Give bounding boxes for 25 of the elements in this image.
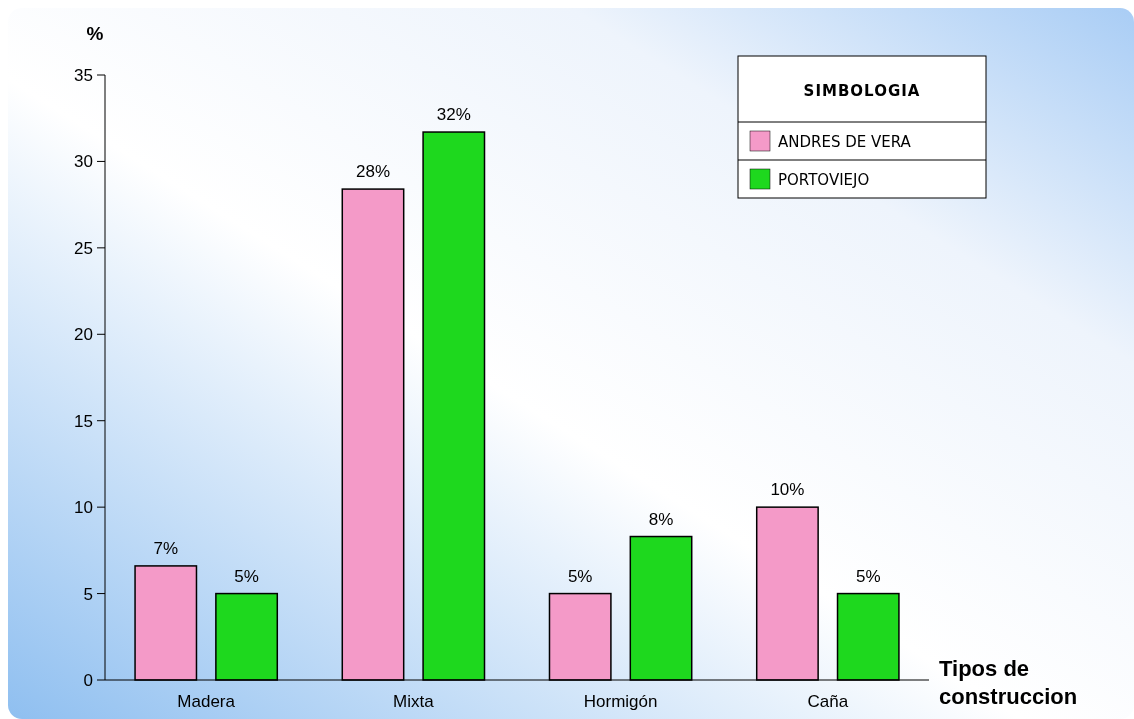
y-tick-label: 20 (74, 325, 93, 345)
legend-title: SIMBOLOGIA (803, 82, 921, 100)
data-label: 5% (567, 566, 593, 586)
x-tick-label: Hormigón (583, 692, 658, 711)
legend-label: ANDRES DE VERA (778, 133, 912, 151)
y-tick-label: 25 (74, 238, 93, 258)
x-tick-label: Mixta (393, 692, 435, 711)
y-tick-label: 15 (74, 411, 93, 431)
data-label: 7% (153, 538, 179, 558)
x-tick-label: Madera (177, 692, 236, 711)
y-tick-label: 30 (74, 152, 93, 172)
y-tick-label: 0 (83, 670, 93, 690)
y-axis-title: % (86, 23, 104, 44)
x-tick-label: Caña (807, 692, 849, 711)
y-tick-label: 35 (74, 65, 93, 85)
legend-label: PORTOVIEJO (778, 171, 870, 189)
y-tick-label: 10 (74, 498, 93, 518)
y-tick-label: 5 (83, 584, 93, 604)
data-label: 10% (770, 480, 805, 500)
x-axis-title: Tipos de construccion (939, 656, 1078, 709)
data-label: 5% (234, 566, 259, 586)
data-label: 8% (648, 509, 674, 529)
data-label: 32% (436, 105, 471, 125)
data-label: 5% (855, 566, 881, 586)
data-label: 28% (355, 162, 390, 182)
